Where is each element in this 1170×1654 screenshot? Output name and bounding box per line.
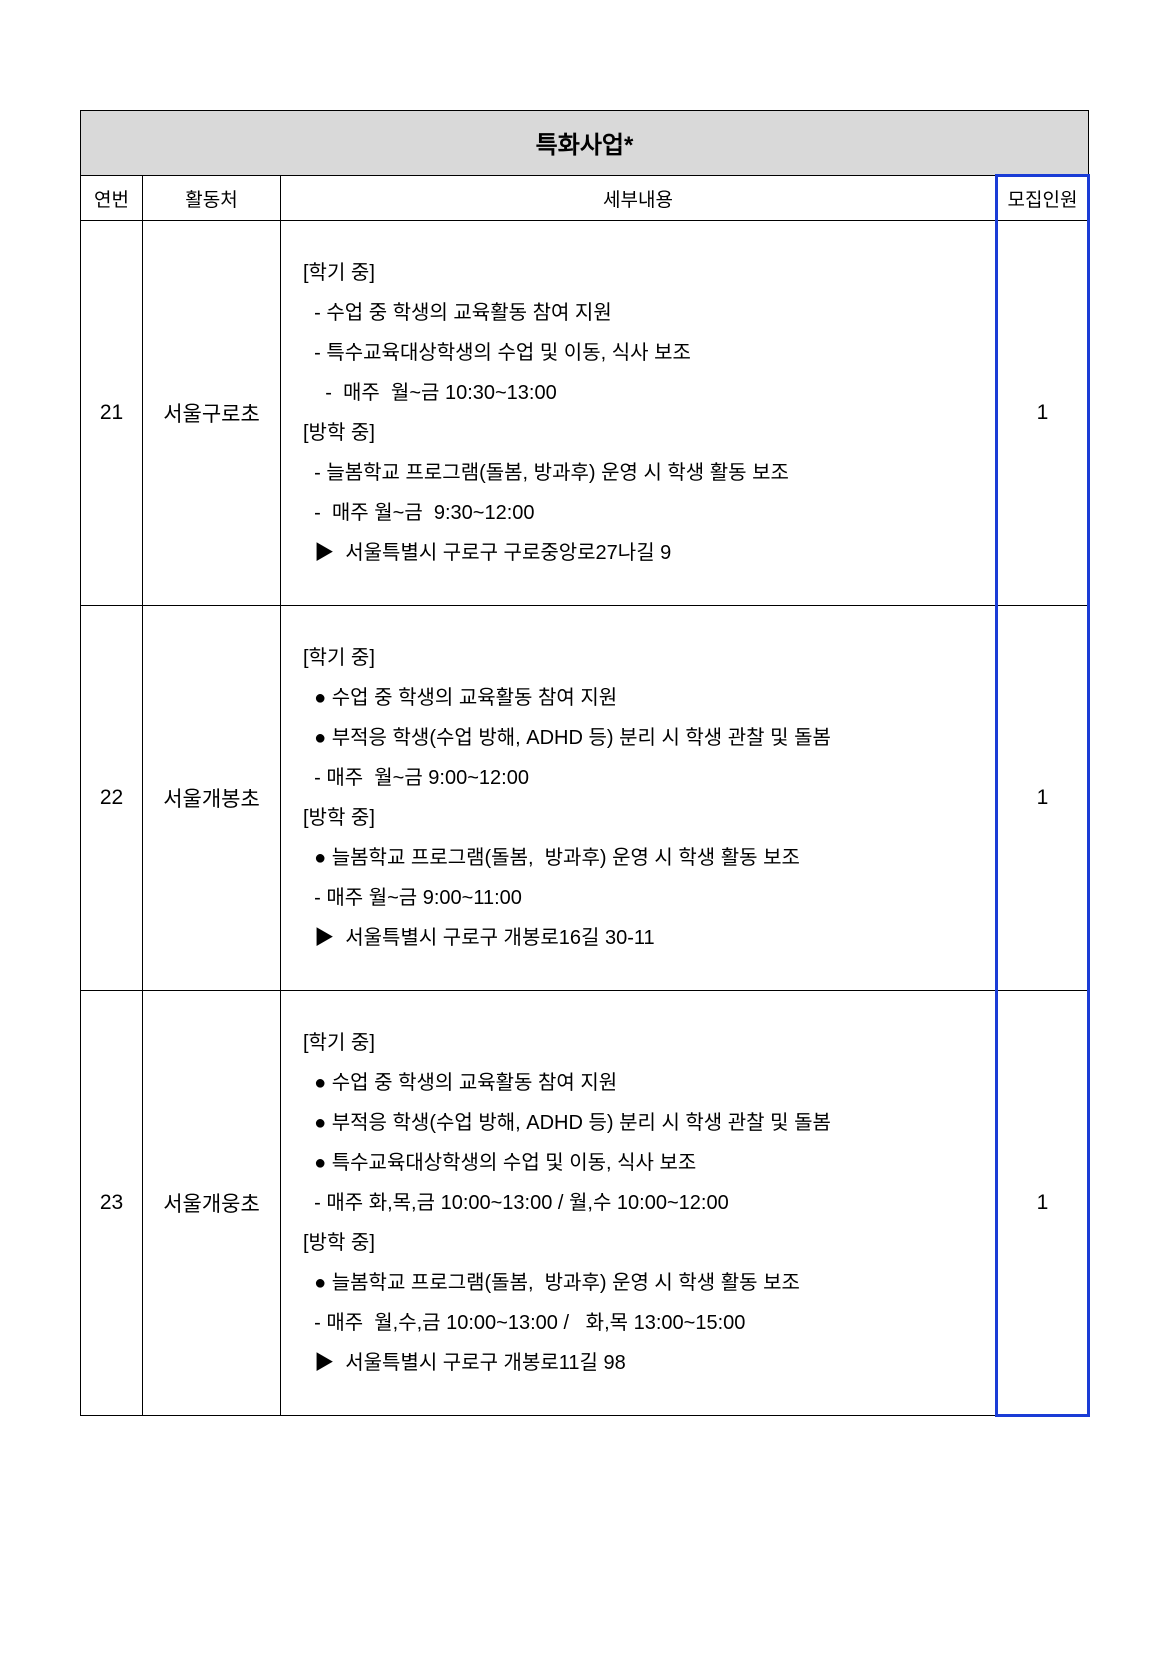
row-detail: [학기 중] ● 수업 중 학생의 교육활동 참여 지원 ● 부적응 학생(수업… [281, 991, 997, 1416]
detail-line: - 매주 화,목,금 10:00~13:00 / 월,수 10:00~12:00 [303, 1183, 977, 1223]
program-table: 특화사업* 연번 활동처 세부내용 모집인원 21서울구로초[학기 중] - 수… [80, 110, 1090, 1417]
detail-line: - 수업 중 학생의 교육활동 참여 지원 [303, 293, 977, 333]
detail-line: - 매주 월~금 9:00~12:00 [303, 758, 977, 798]
table-body: 21서울구로초[학기 중] - 수업 중 학생의 교육활동 참여 지원 - 특수… [81, 221, 1089, 1416]
row-place: 서울개웅초 [143, 991, 281, 1416]
row-num: 23 [81, 991, 143, 1416]
detail-line: [방학 중] [303, 1223, 977, 1263]
detail-line: ● 수업 중 학생의 교육활동 참여 지원 [303, 678, 977, 718]
detail-line: [학기 중] [303, 1023, 977, 1063]
detail-line: ● 늘봄학교 프로그램(돌봄, 방과후) 운영 시 학생 활동 보조 [303, 1263, 977, 1303]
row-place: 서울구로초 [143, 221, 281, 606]
detail-line: ▶ 서울특별시 구로구 개봉로16길 30-11 [303, 918, 977, 958]
detail-line: [학기 중] [303, 253, 977, 293]
table-title-row: 특화사업* [81, 111, 1089, 176]
detail-line: ▶ 서울특별시 구로구 구로중앙로27나길 9 [303, 533, 977, 573]
table-row: 21서울구로초[학기 중] - 수업 중 학생의 교육활동 참여 지원 - 특수… [81, 221, 1089, 606]
detail-line: - 매주 월~금 10:30~13:00 [303, 373, 977, 413]
detail-line: [방학 중] [303, 413, 977, 453]
detail-line: - 매주 월,수,금 10:00~13:00 / 화,목 13:00~15:00 [303, 1303, 977, 1343]
col-header-place: 활동처 [143, 176, 281, 221]
table-row: 23서울개웅초[학기 중] ● 수업 중 학생의 교육활동 참여 지원 ● 부적… [81, 991, 1089, 1416]
row-num: 22 [81, 606, 143, 991]
col-header-count: 모집인원 [996, 176, 1088, 221]
detail-line: ● 늘봄학교 프로그램(돌봄, 방과후) 운영 시 학생 활동 보조 [303, 838, 977, 878]
row-place: 서울개봉초 [143, 606, 281, 991]
row-num: 21 [81, 221, 143, 606]
row-detail: [학기 중] - 수업 중 학생의 교육활동 참여 지원 - 특수교육대상학생의… [281, 221, 997, 606]
col-header-num: 연번 [81, 176, 143, 221]
row-detail: [학기 중] ● 수업 중 학생의 교육활동 참여 지원 ● 부적응 학생(수업… [281, 606, 997, 991]
detail-line: - 특수교육대상학생의 수업 및 이동, 식사 보조 [303, 333, 977, 373]
detail-line: ● 특수교육대상학생의 수업 및 이동, 식사 보조 [303, 1143, 977, 1183]
detail-line: [방학 중] [303, 798, 977, 838]
detail-line: ▶ 서울특별시 구로구 개봉로11길 98 [303, 1343, 977, 1383]
row-count: 1 [996, 606, 1088, 991]
detail-line: - 매주 월~금 9:30~12:00 [303, 493, 977, 533]
detail-line: - 매주 월~금 9:00~11:00 [303, 878, 977, 918]
detail-line: ● 부적응 학생(수업 방해, ADHD 등) 분리 시 학생 관찰 및 돌봄 [303, 1103, 977, 1143]
detail-line: [학기 중] [303, 638, 977, 678]
row-count: 1 [996, 991, 1088, 1416]
row-count: 1 [996, 221, 1088, 606]
detail-line: - 늘봄학교 프로그램(돌봄, 방과후) 운영 시 학생 활동 보조 [303, 453, 977, 493]
table-row: 22서울개봉초[학기 중] ● 수업 중 학생의 교육활동 참여 지원 ● 부적… [81, 606, 1089, 991]
col-header-detail: 세부내용 [281, 176, 997, 221]
detail-line: ● 부적응 학생(수업 방해, ADHD 등) 분리 시 학생 관찰 및 돌봄 [303, 718, 977, 758]
table-header-row: 연번 활동처 세부내용 모집인원 [81, 176, 1089, 221]
table-title: 특화사업* [81, 111, 1089, 176]
detail-line: ● 수업 중 학생의 교육활동 참여 지원 [303, 1063, 977, 1103]
